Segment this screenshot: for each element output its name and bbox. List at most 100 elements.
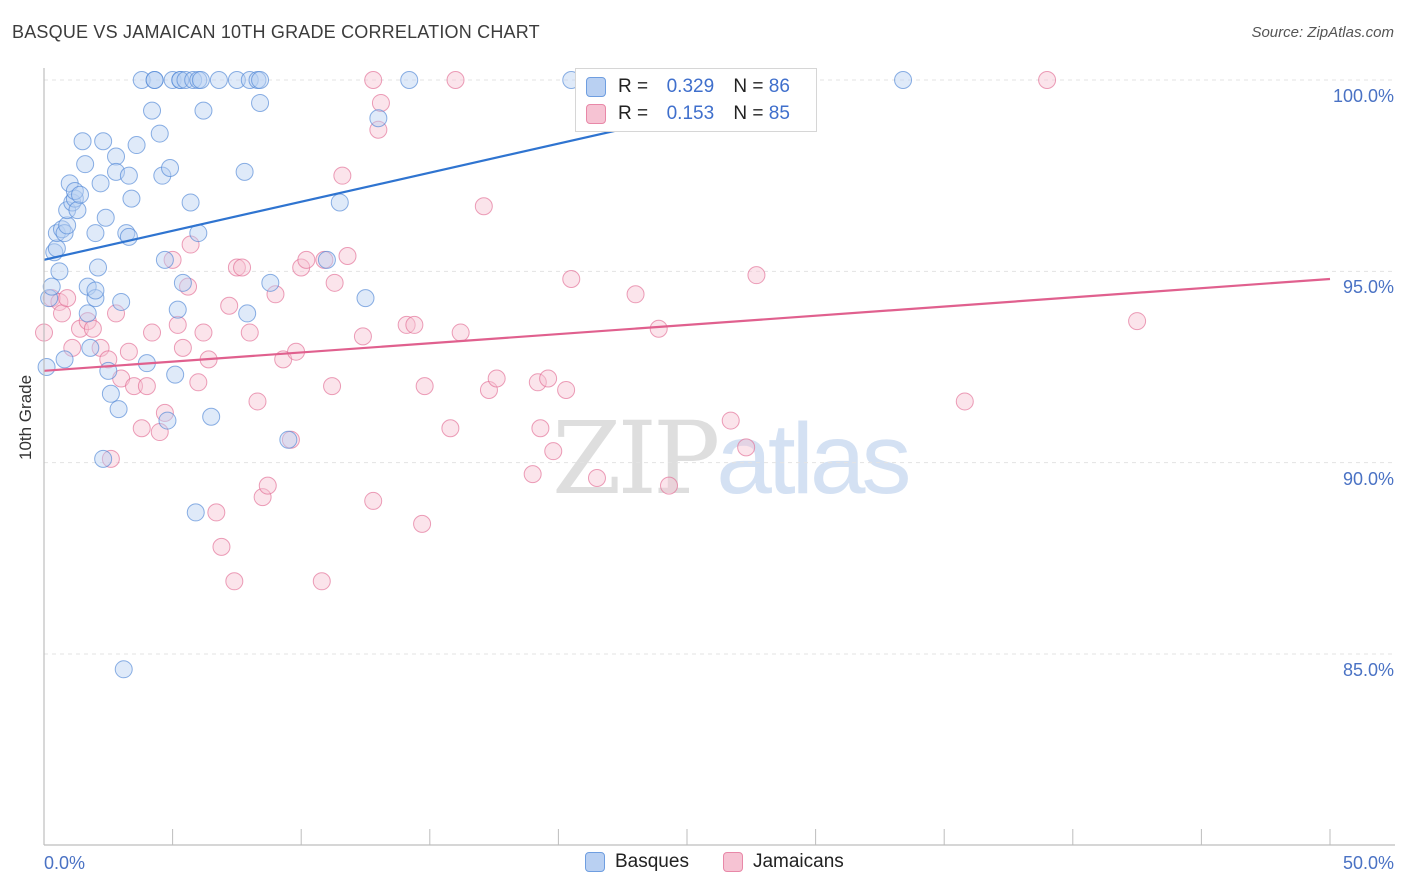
- basques-point: [317, 250, 336, 269]
- jamaicans-point: [173, 338, 192, 357]
- chart-title: BASQUE VS JAMAICAN 10TH GRADE CORRELATIO…: [12, 22, 540, 42]
- jamaicans-point: [441, 419, 460, 438]
- jamaicans-point: [194, 323, 213, 342]
- jamaicans-point: [659, 476, 678, 495]
- basques-point: [251, 71, 270, 89]
- jamaicans-point: [413, 514, 432, 533]
- jamaicans-point: [71, 319, 90, 338]
- basques-point: [369, 109, 388, 128]
- basques-point: [184, 71, 203, 89]
- watermark: ZIPatlas: [552, 400, 912, 517]
- legend-swatch-basques: [586, 77, 606, 97]
- x-tick-label: 50.0%: [1342, 853, 1394, 873]
- jamaicans-point: [747, 266, 766, 285]
- basques-point: [186, 503, 205, 522]
- jamaicans-point: [364, 71, 383, 89]
- basques-point: [132, 71, 151, 89]
- jamaicans-point: [474, 197, 493, 216]
- watermark-atlas: atlas: [716, 403, 911, 515]
- basques-point: [112, 292, 131, 311]
- jamaicans-point: [163, 250, 182, 269]
- jamaicans-point: [132, 419, 151, 438]
- basques-point: [238, 304, 257, 323]
- jamaicans-point: [364, 491, 383, 510]
- basques-point: [176, 71, 195, 89]
- basques-point: [76, 155, 95, 174]
- jamaicans-point: [539, 369, 558, 388]
- jamaicans-point: [955, 392, 974, 411]
- basques-point: [400, 71, 419, 89]
- series-label-jamaicans: Jamaicans: [752, 851, 844, 872]
- basques-point: [173, 273, 192, 292]
- basques-point: [78, 304, 97, 323]
- series-legend-basques[interactable]: Basques: [585, 851, 689, 873]
- jamaicans-point: [487, 369, 506, 388]
- jamaicans-point: [119, 342, 138, 361]
- jamaicans-point: [253, 488, 272, 507]
- basques-point: [47, 239, 66, 258]
- jamaicans-point: [225, 572, 244, 591]
- basques-point: [81, 338, 100, 357]
- basques-point: [50, 262, 69, 281]
- basques-point: [94, 132, 113, 151]
- jamaicans-point: [53, 304, 72, 323]
- basques-point: [155, 250, 174, 269]
- jamaicans-point: [531, 419, 550, 438]
- jamaicans-point: [1038, 71, 1057, 89]
- legend-r-label: R =: [618, 76, 649, 97]
- jamaicans-point: [325, 273, 344, 292]
- basques-point: [894, 71, 913, 89]
- series-label-basques: Basques: [615, 851, 689, 872]
- jamaicans-point: [353, 327, 372, 346]
- basques-point: [191, 71, 210, 89]
- basques-point: [150, 124, 169, 143]
- basques-point: [86, 281, 105, 300]
- legend-n-label: N =: [733, 103, 764, 124]
- basques-point: [163, 71, 182, 89]
- y-tick-label: 100.0%: [1332, 86, 1394, 106]
- jamaicans-point: [312, 572, 331, 591]
- jamaicans-point: [446, 71, 465, 89]
- basques-points: [37, 71, 913, 679]
- basques-point: [202, 407, 221, 426]
- basques-point: [171, 71, 190, 89]
- basques-point: [86, 289, 105, 308]
- basques-point: [86, 224, 105, 243]
- jamaicans-point: [266, 285, 285, 304]
- basques-point: [161, 159, 180, 178]
- jamaicans-point: [1128, 312, 1147, 331]
- jamaicans-point: [258, 476, 277, 495]
- basques-point: [58, 216, 77, 235]
- legend-r-value-basques: 0.329: [666, 76, 715, 97]
- jamaicans-point: [240, 323, 259, 342]
- watermark-zip: ZIP: [552, 400, 720, 517]
- basques-point: [251, 93, 270, 112]
- basques-point: [240, 71, 259, 89]
- legend-r-label: R =: [618, 103, 649, 124]
- basques-point: [119, 166, 138, 185]
- jamaicans-point: [562, 269, 581, 288]
- basques-point: [55, 350, 74, 369]
- legend-n-value-jamaicans: 85: [768, 103, 790, 124]
- jamaicans-point: [333, 166, 352, 185]
- basques-point: [235, 162, 254, 181]
- jamaicans-point: [125, 377, 144, 396]
- jamaicans-point: [397, 315, 416, 334]
- jamaicans-point: [626, 285, 645, 304]
- jamaicans-point: [168, 315, 187, 334]
- jamaicans-point: [101, 449, 120, 468]
- legend-n-value-basques: 86: [768, 76, 790, 97]
- basques-point: [91, 174, 110, 193]
- basques-point: [42, 277, 61, 296]
- series-swatch-basques: [585, 852, 605, 872]
- jamaicans-point: [405, 315, 424, 334]
- jamaicans-point: [338, 247, 357, 266]
- trend-lines: [43, 101, 1331, 372]
- basques-point: [71, 185, 90, 204]
- legend-row-jamaicans: R = 0.153 N = 85: [586, 102, 790, 126]
- series-legend-jamaicans[interactable]: Jamaicans: [722, 851, 844, 873]
- basques-point: [153, 166, 172, 185]
- jamaicans-point: [189, 373, 208, 392]
- basques-point: [68, 201, 87, 220]
- legend-n-label: N =: [733, 76, 764, 97]
